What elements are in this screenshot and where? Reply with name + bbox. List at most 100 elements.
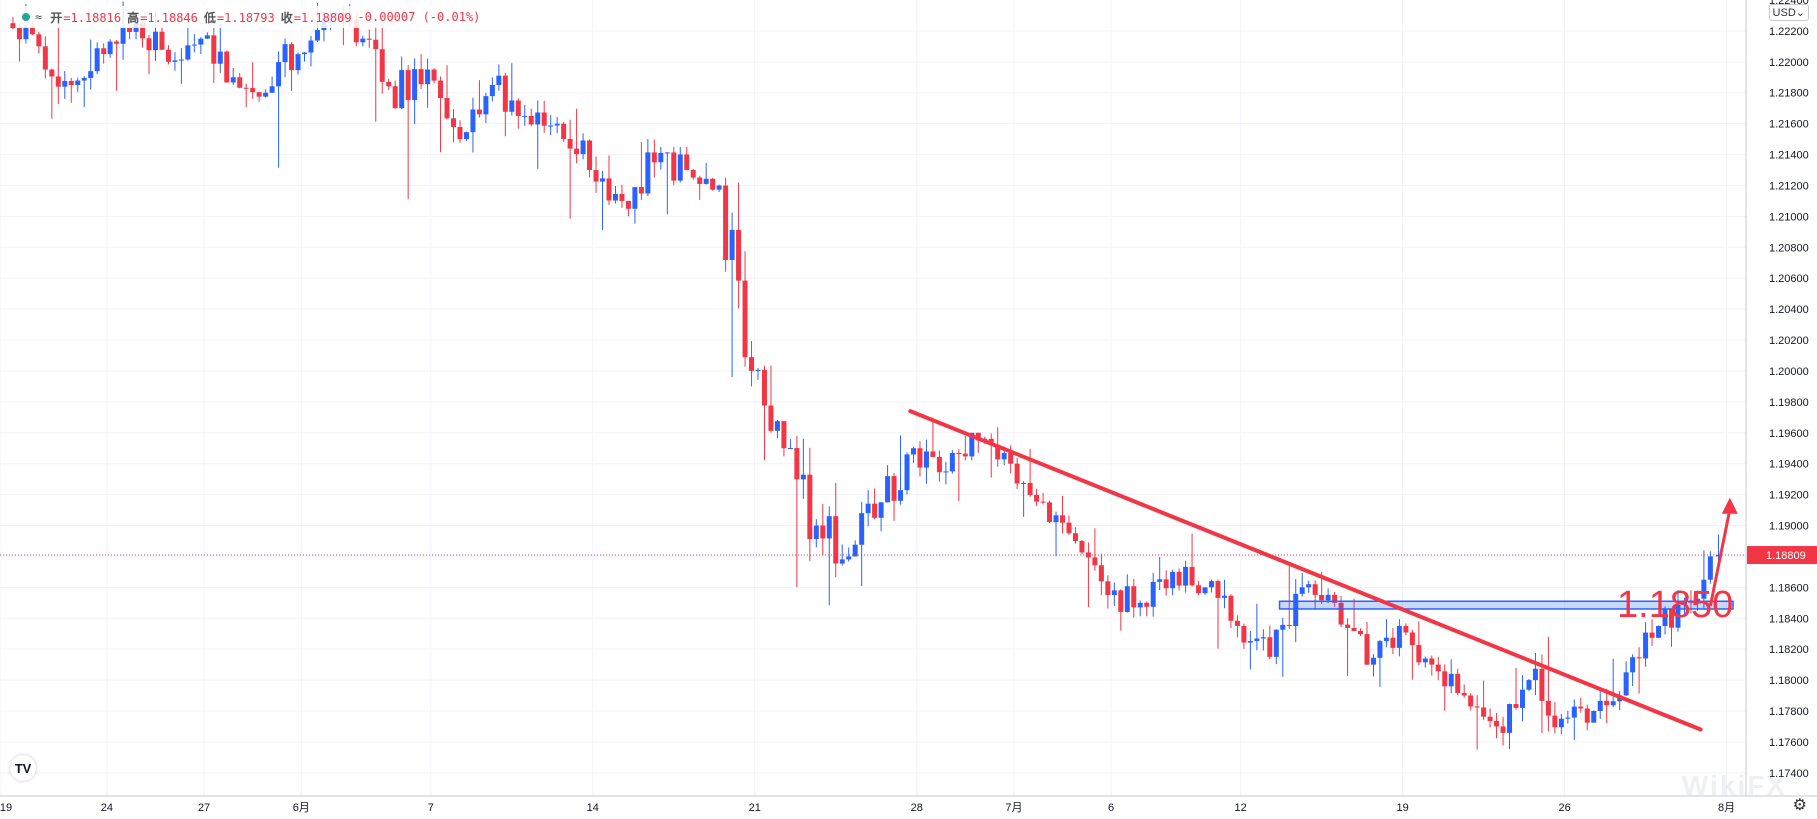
- candle-body: [872, 503, 878, 518]
- candle-body: [625, 200, 631, 209]
- candle-body: [891, 476, 897, 501]
- candle-body: [211, 35, 217, 64]
- status-dot-icon: [22, 13, 30, 21]
- candle-body: [237, 77, 243, 88]
- candle-body: [1571, 706, 1577, 718]
- candle-body: [554, 123, 560, 126]
- legend-low: 低=1.18793: [203, 10, 275, 25]
- candle-body: [81, 77, 87, 81]
- candle-body: [379, 49, 385, 82]
- price-tick-label: 1.19400: [1769, 459, 1809, 471]
- legend-open: 开=1.18816: [50, 10, 122, 25]
- candle-body: [295, 54, 301, 71]
- chevron-down-icon: ⌄: [1795, 7, 1805, 19]
- candle-body: [483, 96, 489, 115]
- price-tick-label: 1.22200: [1769, 26, 1809, 38]
- candle-body: [574, 148, 580, 155]
- candle-body: [846, 556, 852, 560]
- price-tag-label: 1.18809: [1766, 550, 1806, 562]
- candle-body: [114, 41, 120, 44]
- candle-body: [146, 38, 152, 51]
- candle-body: [664, 152, 670, 154]
- candle-body: [29, 27, 35, 35]
- candle-body: [1422, 658, 1428, 663]
- candle-body: [1060, 515, 1066, 523]
- tradingview-logo-icon[interactable]: TV: [10, 755, 36, 781]
- candle-body: [1008, 453, 1014, 464]
- wave-icon[interactable]: ≈: [35, 10, 43, 24]
- candle-body: [224, 51, 230, 83]
- candle-body: [1273, 629, 1279, 657]
- candle-body: [308, 40, 314, 53]
- candle-body: [1545, 700, 1551, 716]
- candle-body: [1675, 604, 1681, 628]
- candle-body: [1183, 566, 1189, 586]
- candle-body: [774, 421, 780, 431]
- candle-body: [781, 421, 787, 449]
- candle-body: [1196, 585, 1202, 594]
- candle-body: [1066, 522, 1072, 534]
- candle-body: [120, 27, 126, 44]
- time-tick-label: 7: [428, 802, 434, 814]
- candle-body: [55, 76, 61, 87]
- candle-body: [1332, 594, 1338, 603]
- currency-selector[interactable]: USD⌄: [1768, 4, 1809, 21]
- candle-body: [1001, 453, 1007, 460]
- candle-body: [392, 86, 398, 109]
- candle-body: [438, 80, 444, 99]
- candle-body: [1513, 704, 1519, 708]
- candle-body: [16, 28, 22, 40]
- candle-body: [1643, 632, 1649, 659]
- candle-body: [768, 405, 774, 431]
- candle-body: [1014, 463, 1020, 484]
- candle-body: [502, 75, 508, 112]
- price-tag-box: [1747, 546, 1817, 565]
- candle-body: [1455, 673, 1461, 694]
- time-axis[interactable]: 19 24 27 6月 7 14 21 28 7月 6 12 19 26 8月: [0, 802, 1735, 814]
- candle-body: [263, 92, 269, 97]
- candle-body: [742, 280, 748, 358]
- candle-body: [813, 525, 819, 540]
- candle-body: [1358, 630, 1364, 635]
- candle-body: [561, 123, 567, 139]
- candle-body: [800, 474, 806, 480]
- candle-body: [787, 448, 793, 450]
- candle-body: [1034, 494, 1040, 502]
- candle-body: [140, 23, 146, 39]
- chart-grid: [0, 0, 1746, 796]
- candle-body: [94, 48, 100, 72]
- candle-body: [405, 70, 411, 101]
- candle-body: [301, 52, 307, 55]
- candle-body: [399, 70, 405, 109]
- candle-body: [1293, 593, 1299, 627]
- candle-body: [962, 453, 968, 457]
- candle-body: [1027, 482, 1033, 495]
- candle-body: [1286, 624, 1292, 627]
- time-tick-label: 28: [911, 802, 923, 814]
- candle-body: [23, 27, 29, 40]
- candle-body: [658, 152, 664, 163]
- ohlc-legend: ≈ 开=1.18816 高=1.18846 低=1.18793 收=1.1880…: [18, 6, 491, 28]
- candle-body: [1656, 625, 1662, 638]
- candle-body: [1591, 710, 1597, 723]
- candle-body: [1565, 717, 1571, 719]
- candle-body: [62, 80, 68, 87]
- candle-body: [1662, 609, 1668, 626]
- candle-body: [1448, 673, 1454, 687]
- candle-body: [1435, 664, 1441, 672]
- candle-body: [1137, 602, 1143, 608]
- gear-icon[interactable]: ⚙: [1792, 797, 1807, 814]
- candle-body: [1131, 586, 1137, 608]
- price-tick-label: 1.17800: [1769, 706, 1809, 718]
- candle-body: [1325, 594, 1331, 601]
- time-tick-label: 21: [749, 802, 761, 814]
- price-tick-label: 1.21600: [1769, 119, 1809, 131]
- candle-body: [703, 178, 709, 184]
- time-tick-label: 12: [1235, 802, 1247, 814]
- candle-body: [444, 98, 450, 119]
- candle-body: [580, 140, 586, 155]
- price-tick-label: 1.20800: [1769, 242, 1809, 254]
- drawing-layer[interactable]: 1.1850: [908, 409, 1738, 732]
- arrow-shaft: [1708, 509, 1732, 607]
